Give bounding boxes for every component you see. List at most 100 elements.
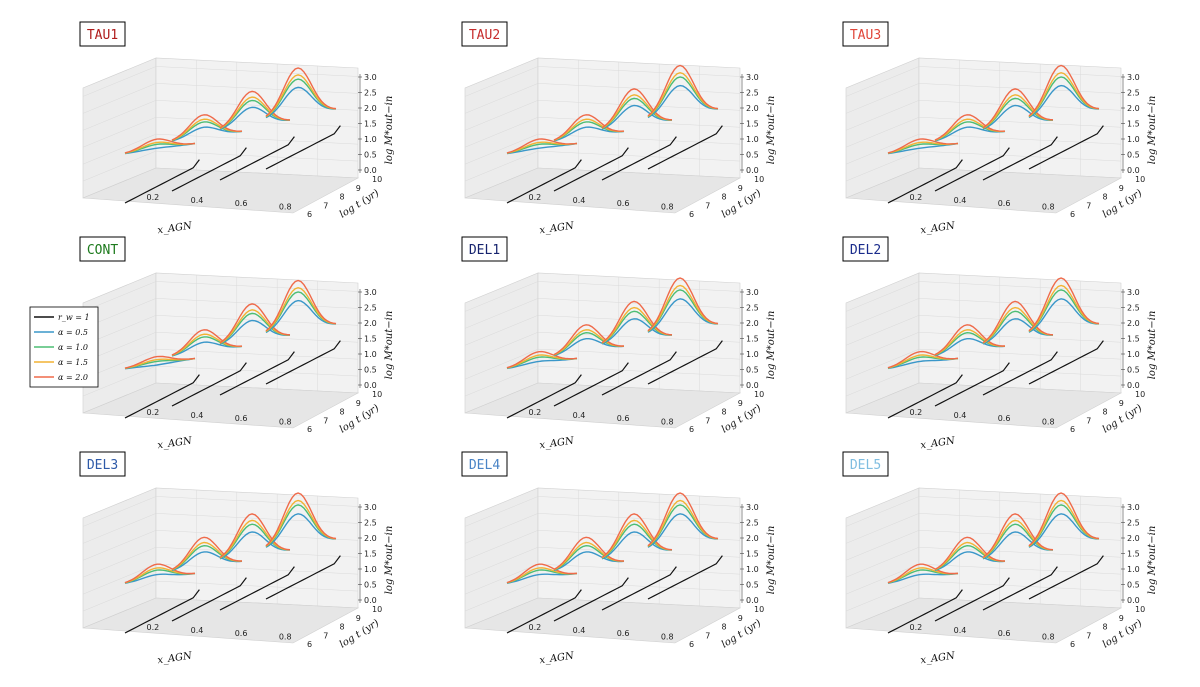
- curve-alpha-3-slice-0: [887, 350, 959, 369]
- curve-alpha-2-slice-3: [265, 499, 337, 547]
- z-tick-label: 0.0: [746, 166, 759, 175]
- grid-line: [845, 496, 920, 527]
- x-axis-label: x_AGN: [920, 220, 957, 236]
- panel-tau2: TAU2 0.0 0.5 1.0 1.5 2.0 2.5 3.0 log M*out−in 0.2…: [461, 21, 777, 236]
- curve-alpha-2-slice-1: [934, 541, 1005, 571]
- z-tick-label: 3.0: [1127, 288, 1140, 297]
- curve-alpha-3-slice-0: [124, 563, 196, 584]
- back-wall: [537, 487, 741, 609]
- y-tick-label: 7: [705, 201, 710, 210]
- y-tick-label: 8: [340, 193, 345, 202]
- grid-line: [918, 546, 1122, 558]
- grid-line: [845, 100, 920, 131]
- y-tick-label: 7: [323, 201, 328, 210]
- curve-alpha-0-slice-2: [601, 531, 672, 560]
- grid-line: [155, 281, 359, 292]
- curve-rw1-slice-2: [601, 566, 677, 611]
- curve-alpha-0-slice-0: [887, 357, 959, 370]
- grid-line: [82, 116, 157, 148]
- x-tick-label: 0.4: [573, 411, 586, 420]
- x-tick-label: 0.8: [1042, 417, 1055, 426]
- z-tick-label: 3.0: [364, 503, 377, 512]
- grid-line: [464, 331, 539, 363]
- grid-line: [918, 133, 1122, 145]
- curve-alpha-0-slice-0: [506, 357, 578, 370]
- floor: [464, 167, 742, 214]
- x-tick-label: 0.6: [235, 414, 248, 423]
- curve-alpha-0-slice-2: [219, 531, 290, 560]
- curve-rw1-slice-3: [1028, 340, 1104, 385]
- z-tick-label: 1.0: [746, 135, 759, 144]
- curve-rw1-slice-3: [647, 340, 723, 385]
- curve-rw1-slice-2: [219, 351, 295, 396]
- x-tick-label: 0.6: [998, 629, 1011, 638]
- floor: [82, 597, 360, 644]
- panel-del2: DEL2 0.0 0.5 1.0 1.5 2.0 2.5 3.0 log M*out−in 0.2…: [842, 236, 1158, 451]
- y-tick-label: 9: [356, 184, 361, 193]
- x-tick-label: 0.4: [954, 626, 967, 635]
- y-tick-label: 9: [1119, 614, 1124, 623]
- floor: [82, 167, 360, 214]
- z-tick-label: 1.0: [746, 350, 759, 359]
- grid-line: [845, 331, 920, 363]
- curve-alpha-0-slice-3: [265, 513, 336, 548]
- grid-line: [845, 580, 920, 612]
- panel-title: TAU1: [87, 28, 118, 43]
- z-tick-label: 3.0: [1127, 503, 1140, 512]
- z-tick-label: 1.5: [746, 550, 759, 559]
- curve-alpha-3-slice-1: [934, 536, 1006, 571]
- x-tick-label: 0.6: [998, 199, 1011, 208]
- z-tick-label: 0.0: [364, 596, 377, 605]
- curve-rw1-slice-2: [219, 566, 295, 611]
- grid-line: [82, 546, 157, 578]
- z-tick-label: 1.0: [364, 135, 377, 144]
- curve-alpha-0-slice-2: [982, 318, 1054, 345]
- panel-title: DEL4: [469, 458, 500, 473]
- grid-line: [845, 315, 920, 346]
- grid-line: [82, 365, 157, 397]
- panel-title-box: [461, 21, 508, 47]
- grid-line: [155, 530, 359, 541]
- z-tick-label: 2.5: [364, 519, 377, 528]
- x-tick-label: 0.8: [1042, 632, 1055, 641]
- curve-alpha-3-slice-0: [506, 138, 578, 154]
- z-tick-label: 2.0: [1127, 534, 1140, 543]
- grid-line: [155, 513, 359, 524]
- grid-line: [155, 331, 359, 343]
- z-tick-label: 3.0: [746, 73, 759, 82]
- grid-line: [82, 66, 157, 97]
- z-tick-label: 0.5: [364, 366, 377, 375]
- grid-line: [464, 116, 539, 148]
- curve-alpha-3-slice-1: [934, 324, 1005, 356]
- grid-line: [155, 563, 359, 575]
- y-tick-label: 10: [754, 605, 764, 614]
- curve-rw1-slice-2: [219, 136, 295, 181]
- z-tick-label: 0.5: [364, 581, 377, 590]
- x-axis-label: x_AGN: [539, 650, 576, 666]
- curve-alpha-3-slice-2: [219, 90, 291, 129]
- y-tick-label: 7: [323, 416, 328, 425]
- floor: [845, 597, 1123, 644]
- grid-line: [464, 298, 539, 329]
- z-tick-label: 2.0: [1127, 319, 1140, 328]
- grid-line: [845, 298, 920, 329]
- x-tick-label: 0.8: [279, 632, 292, 641]
- z-tick-label: 2.5: [746, 89, 759, 98]
- grid-line: [537, 150, 741, 162]
- x-tick-label: 0.2: [529, 623, 542, 632]
- panel-title: DEL1: [469, 243, 500, 258]
- y-tick-label: 9: [738, 184, 743, 193]
- x-tick-label: 0.8: [661, 417, 674, 426]
- curve-alpha-0-slice-3: [647, 84, 719, 119]
- curve-alpha-3-slice-2: [982, 513, 1054, 559]
- x-tick-label: 0.8: [1042, 202, 1055, 211]
- grid-line: [845, 563, 920, 595]
- curve-alpha-0-slice-3: [265, 299, 337, 334]
- curve-alpha-0-slice-1: [171, 341, 243, 357]
- z-axis-label: log M*out−in: [384, 311, 395, 380]
- x-tick-label: 0.2: [910, 623, 923, 632]
- y-tick-label: 7: [323, 631, 328, 640]
- z-tick-label: 2.5: [1127, 304, 1140, 313]
- grid-line: [464, 563, 539, 595]
- panel-title: DEL3: [87, 458, 118, 473]
